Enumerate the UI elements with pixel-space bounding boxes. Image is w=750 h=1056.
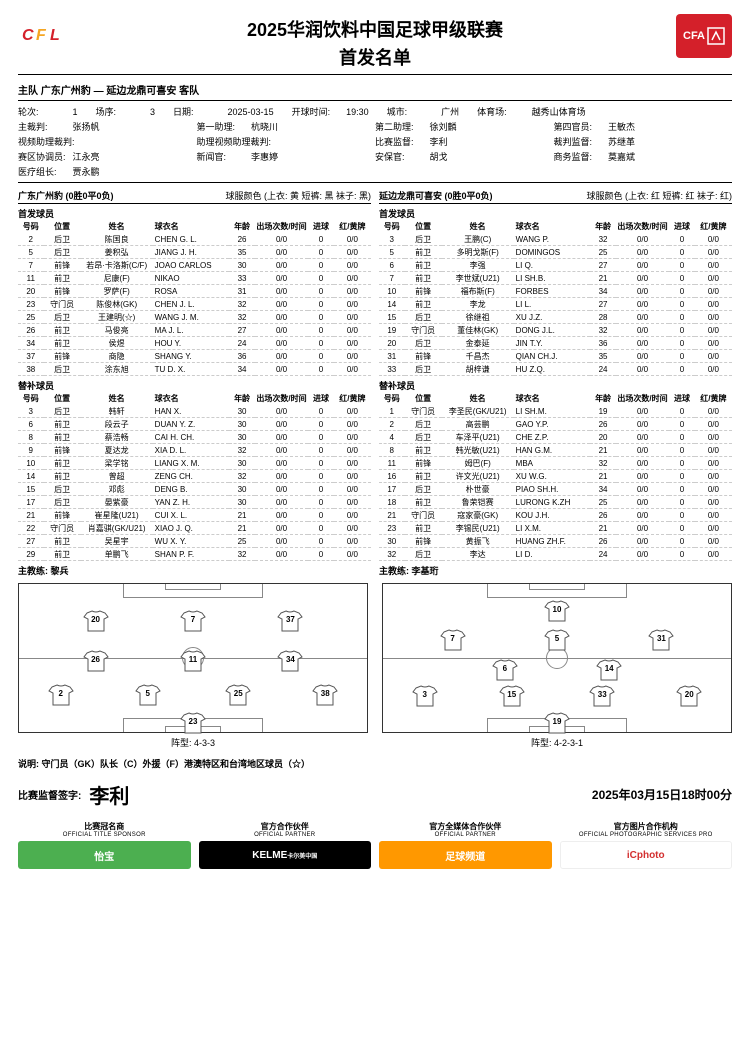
jersey-icon: 2	[48, 684, 74, 706]
jersey-icon: 19	[544, 712, 570, 734]
cfa-logo: CFA	[676, 14, 732, 58]
sponsor: 官方图片合作机构OFFICIAL PHOTOGRAPHIC SERVICES P…	[560, 821, 733, 869]
player-row: 2后卫高芸鹏GAO Y.P.260/000/0	[379, 418, 732, 431]
sponsor: 官方合作伙伴OFFICIAL PARTNERKELME卡尔美中国	[199, 821, 372, 869]
player-row: 15后卫徐继祖XU J.Z.280/000/0	[379, 311, 732, 324]
jersey-icon: 26	[83, 650, 109, 672]
signature: 李利	[89, 780, 129, 809]
player-row: 21前锋崔星隆(U21)CUI X. L.210/000/0	[18, 509, 371, 522]
cfl-logo: CFL	[18, 18, 78, 58]
player-row: 25后卫王建明(☆)WANG J. M.320/000/0	[18, 311, 371, 324]
player-row: 20前锋罗萨(F)ROSA310/000/0	[18, 285, 371, 298]
player-row: 7前卫李世斌(U21)LI SH.B.210/000/0	[379, 272, 732, 285]
jersey-icon: 7	[180, 610, 206, 632]
jersey-icon: 20	[676, 685, 702, 707]
player-row: 3后卫韩轩HAN X.300/000/0	[18, 405, 371, 418]
player-row: 14前卫曾超ZENG CH.320/000/0	[18, 470, 371, 483]
header: CFL CFA 2025华润饮料中国足球甲级联赛 首发名单	[18, 10, 732, 70]
svg-text:L: L	[50, 27, 60, 44]
jersey-icon: 15	[499, 685, 525, 707]
sponsor: 官方全媒体合作伙伴OFFICIAL PARTNER足球频道	[379, 821, 552, 869]
print-timestamp: 2025年03月15日18时00分	[592, 786, 732, 803]
player-row: 29前卫单鹏飞SHAN P. F.320/000/0	[18, 548, 371, 561]
jersey-icon: 14	[596, 659, 622, 681]
svg-text:F: F	[36, 27, 47, 44]
player-row: 23前卫李锡民(U21)LI X.M.210/000/0	[379, 522, 732, 535]
player-row: 10前卫梁学铭LIANG X. M.300/000/0	[18, 457, 371, 470]
player-row: 6前卫李强LI Q.270/000/0	[379, 259, 732, 272]
player-row: 16前卫许文光(U21)XU W.G.210/000/0	[379, 470, 732, 483]
legend: 说明: 守门员（GK）队长（C）外援（F）港澳特区和台湾地区球员（☆）	[18, 757, 732, 770]
jersey-icon: 7	[440, 629, 466, 651]
player-row: 32后卫李达LI D.240/000/0	[379, 548, 732, 561]
player-row: 22守门员肖嘉骐(GK/U21)XIAO J. Q.210/000/0	[18, 522, 371, 535]
player-row: 38后卫涂东旭TU D. X.340/000/0	[18, 363, 371, 376]
player-row: 10前锋福布斯(F)FORBES340/000/0	[379, 285, 732, 298]
signature-row: 比赛监督签字: 李利 2025年03月15日18时00分	[18, 780, 732, 809]
jersey-icon: 33	[589, 685, 615, 707]
player-row: 8前卫韩光敏(U21)HAN G.M.210/000/0	[379, 444, 732, 457]
player-row: 11前锋姆巴(F)MBA320/000/0	[379, 457, 732, 470]
player-row: 7前锋若昂·卡洛斯(C/F)JOAO CARLOS300/000/0	[18, 259, 371, 272]
player-row: 27前卫吴星宇WU X. Y.250/000/0	[18, 535, 371, 548]
player-row: 31前锋千昌杰QIAN CH.J.350/000/0	[379, 350, 732, 363]
jersey-icon: 20	[83, 610, 109, 632]
sponsors-row: 比赛冠名商OFFICIAL TITLE SPONSOR怡宝官方合作伙伴OFFIC…	[18, 821, 732, 869]
home-pitch: 2325253826113420737 阵型: 4-3-3	[18, 583, 368, 749]
jersey-icon: 37	[277, 610, 303, 632]
player-row: 6前卫段云子DUAN Y. Z.300/000/0	[18, 418, 371, 431]
player-row: 21守门员寇家豪(GK)KOU J.H.260/000/0	[379, 509, 732, 522]
page-title-1: 2025华润饮料中国足球甲级联赛	[18, 10, 732, 42]
match-info-grid: 轮次: 1场序: 3日期: 2025-03-15开球时间: 19:30城市: 广…	[18, 105, 732, 183]
player-row: 2后卫陈国良CHEN G. L.260/000/0	[18, 233, 371, 246]
page-title-2: 首发名单	[18, 42, 732, 70]
player-table: 号码位置姓名球衣名年龄出场次数/时间进球红/黄牌2后卫陈国良CHEN G. L.…	[18, 220, 371, 376]
jersey-icon: 23	[180, 712, 206, 734]
player-row: 33后卫胡梓谦HU Z.Q.240/000/0	[379, 363, 732, 376]
player-row: 26前卫马俊亮MA J. L.270/000/0	[18, 324, 371, 337]
player-row: 5前卫多明戈斯(F)DOMINGOS250/000/0	[379, 246, 732, 259]
jersey-icon: 25	[225, 684, 251, 706]
jersey-icon: 11	[180, 650, 206, 672]
player-row: 37前锋商隐SHANG Y.360/000/0	[18, 350, 371, 363]
jersey-icon: 3	[412, 685, 438, 707]
player-table: 号码位置姓名球衣名年龄出场次数/时间进球红/黄牌3后卫韩轩HAN X.300/0…	[18, 392, 371, 561]
player-table: 号码位置姓名球衣名年龄出场次数/时间进球红/黄牌3后卫王鹏(C)WANG P.3…	[379, 220, 732, 376]
player-row: 23守门员陈俊林(GK)CHEN J. L.320/000/0	[18, 298, 371, 311]
player-row: 1守门员李圣民(GK/U21)LI SH.M.190/000/0	[379, 405, 732, 418]
jersey-icon: 5	[135, 684, 161, 706]
away-pitch: 193153320614753110 阵型: 4-2-3-1	[382, 583, 732, 749]
sponsor: 比赛冠名商OFFICIAL TITLE SPONSOR怡宝	[18, 821, 191, 869]
player-row: 17后卫晏紫豪YAN Z. H.300/000/0	[18, 496, 371, 509]
away-team-column: 延边龙鼎可喜安 (0胜0平0负)球服颜色 (上衣: 红 短裤: 红 袜子: 红)…	[379, 189, 732, 577]
jersey-icon: 5	[544, 629, 570, 651]
jersey-icon: 6	[492, 659, 518, 681]
player-row: 9前锋夏达龙XIA D. L.320/000/0	[18, 444, 371, 457]
player-row: 19守门员董佳林(GK)DONG J.L.320/000/0	[379, 324, 732, 337]
teams-line: 主队 广东广州豹 — 延边龙鼎可喜安 客队	[18, 79, 732, 100]
player-row: 18前卫鲁荣铠赛LURONG K.ZH250/000/0	[379, 496, 732, 509]
player-row: 34前卫侯煜HOU Y.240/000/0	[18, 337, 371, 350]
svg-text:C: C	[22, 27, 34, 44]
player-row: 8前卫蔡浩畅CAI H. CH.300/000/0	[18, 431, 371, 444]
player-table: 号码位置姓名球衣名年龄出场次数/时间进球红/黄牌1守门员李圣民(GK/U21)L…	[379, 392, 732, 561]
jersey-icon: 10	[544, 600, 570, 622]
player-row: 15后卫邓彪DENG B.300/000/0	[18, 483, 371, 496]
player-row: 14前卫李龙LI L.270/000/0	[379, 298, 732, 311]
jersey-icon: 31	[648, 629, 674, 651]
player-row: 30前锋黄振飞HUANG ZH.F.260/000/0	[379, 535, 732, 548]
player-row: 5后卫姜积弘JIANG J. H.350/000/0	[18, 246, 371, 259]
player-row: 20后卫金泰延JIN T.Y.360/000/0	[379, 337, 732, 350]
jersey-icon: 38	[312, 684, 338, 706]
player-row: 4后卫车泽平(U21)CHE Z.P.200/000/0	[379, 431, 732, 444]
player-row: 11前卫尼康(F)NIKAO330/000/0	[18, 272, 371, 285]
home-team-column: 广东广州豹 (0胜0平0负)球服颜色 (上衣: 黄 短裤: 黑 袜子: 黑)首发…	[18, 189, 371, 577]
jersey-icon: 34	[277, 650, 303, 672]
player-row: 3后卫王鹏(C)WANG P.320/000/0	[379, 233, 732, 246]
player-row: 17后卫朴世豪PIAO SH.H.340/000/0	[379, 483, 732, 496]
